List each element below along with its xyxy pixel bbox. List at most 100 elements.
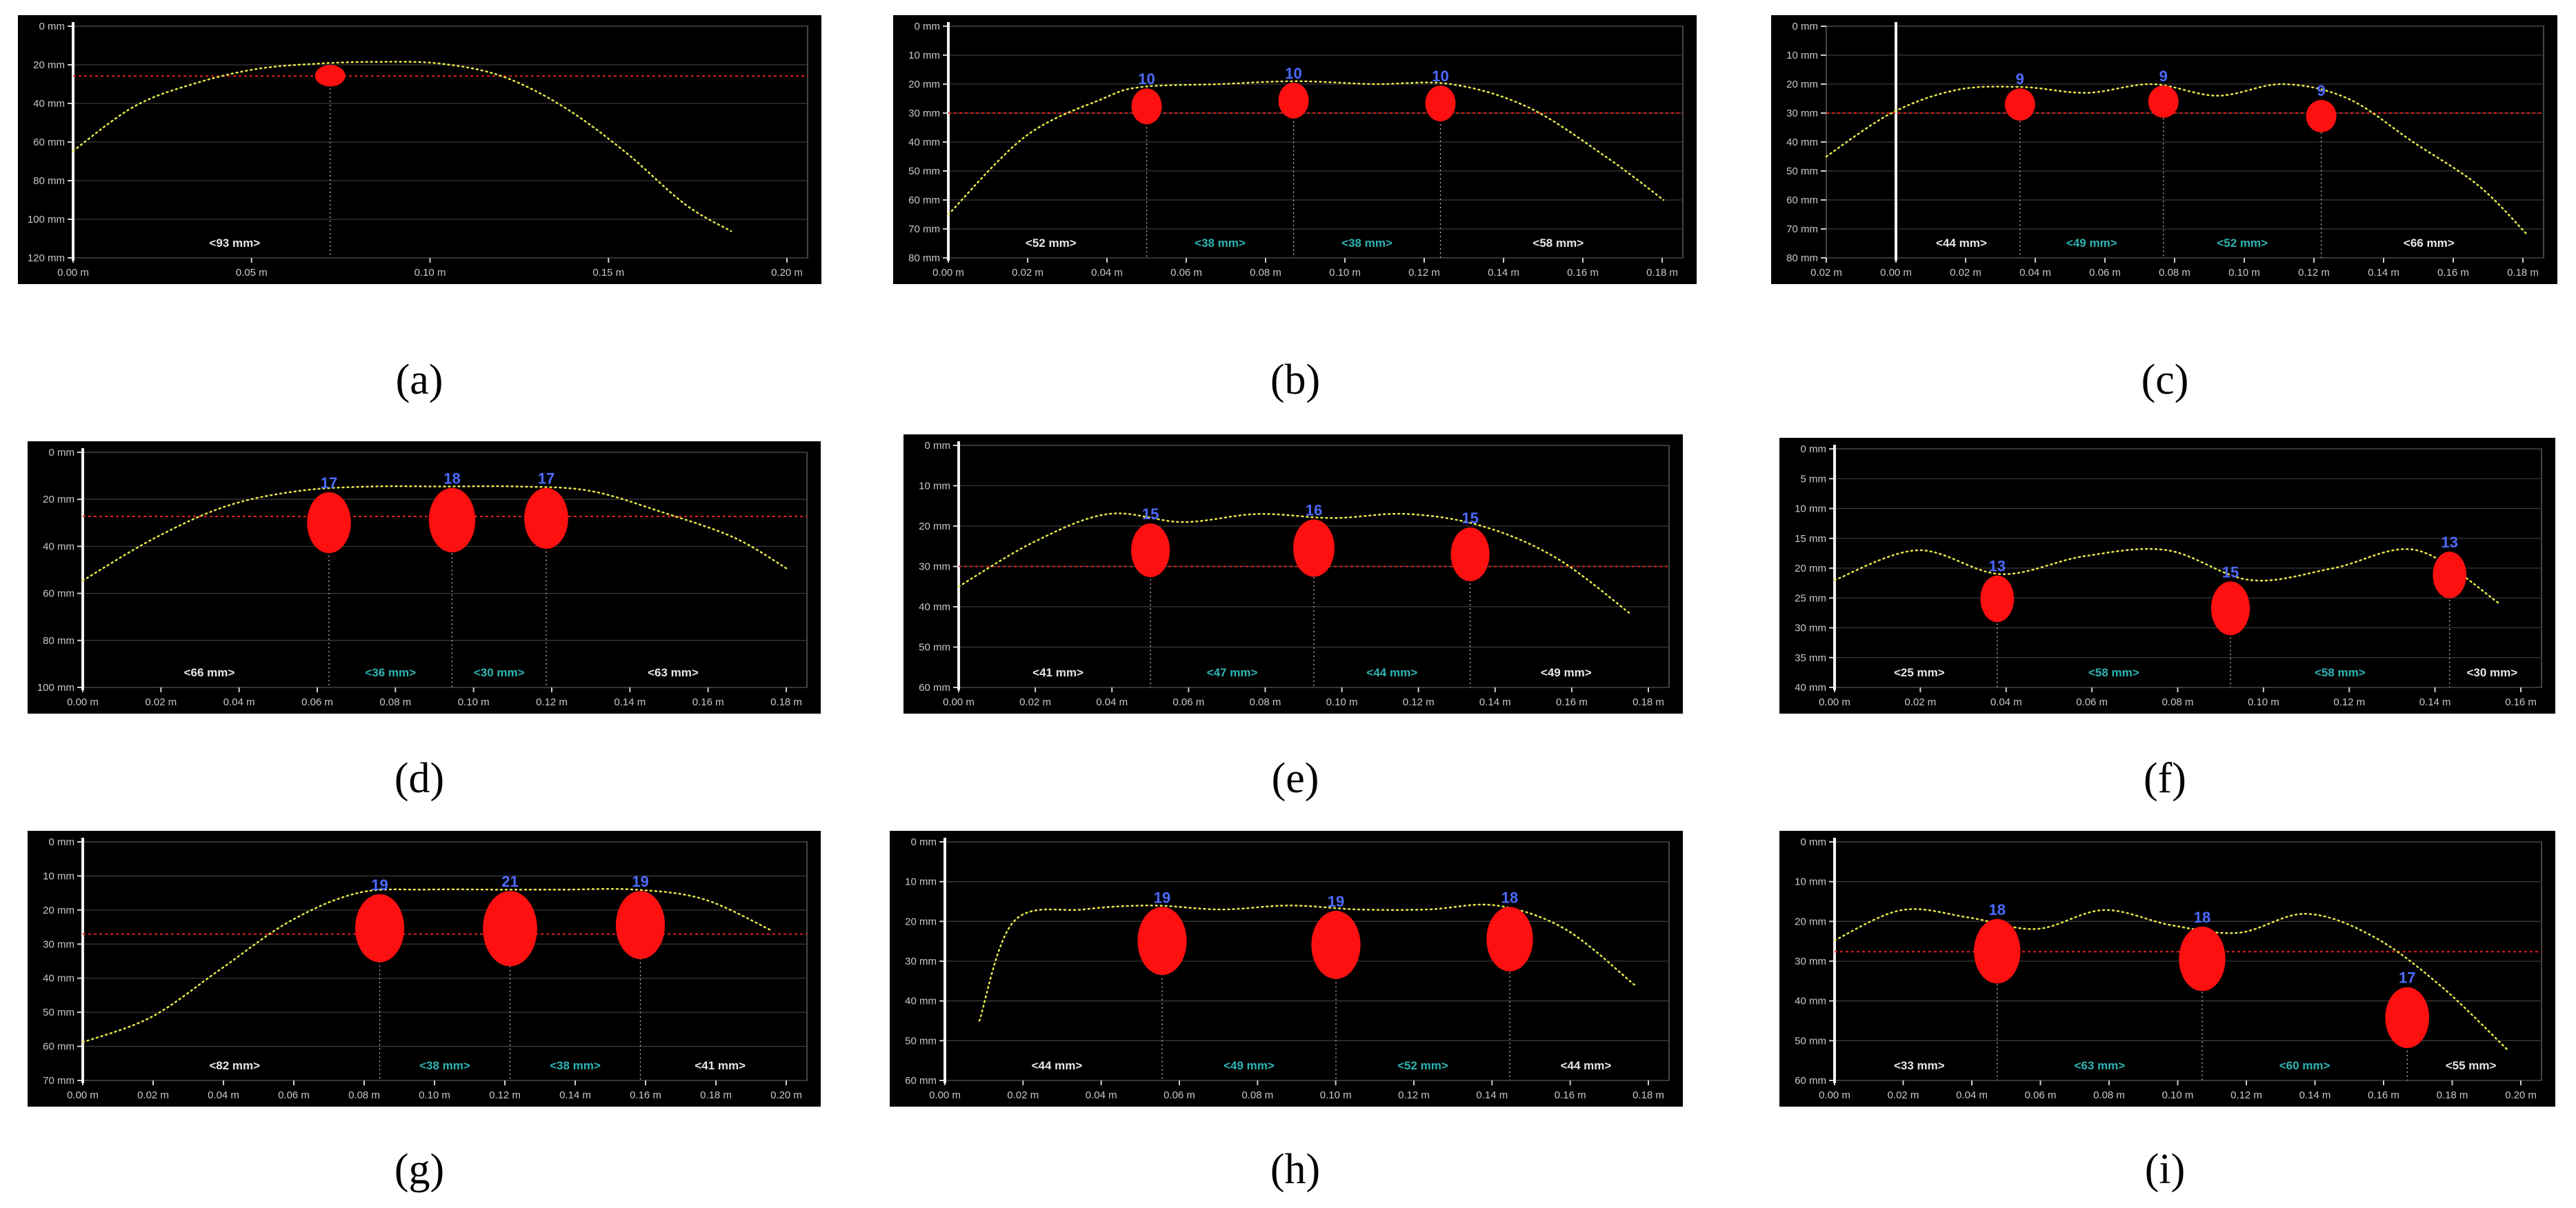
defect-ellipse bbox=[483, 891, 537, 967]
y-tick-label: 30 mm bbox=[908, 108, 940, 119]
y-tick-label: 60 mm bbox=[1795, 1075, 1826, 1087]
x-tick-label: 0.16 m bbox=[692, 696, 724, 708]
y-tick-label: 20 mm bbox=[33, 59, 65, 71]
y-tick-label: 40 mm bbox=[43, 541, 74, 552]
y-tick-label: 20 mm bbox=[905, 916, 937, 927]
x-tick-label: 0.10 m bbox=[1329, 267, 1361, 279]
x-tick-label: 0.00 m bbox=[67, 1089, 99, 1101]
x-tick-label: 0.18 m bbox=[1633, 1089, 1664, 1101]
x-tick-label: 0.08 m bbox=[1250, 267, 1281, 279]
x-tick-label: 0.16 m bbox=[2505, 696, 2537, 708]
defect-ellipse bbox=[1980, 575, 2015, 623]
chart-svg: 0 mm 10 mm 20 mm 30 mm 40 mm 50 mm 60 mm 70 mm 8… bbox=[1786, 21, 2544, 279]
defect-depth-label: 17 bbox=[2399, 969, 2415, 987]
y-tick-label: 60 mm bbox=[905, 1075, 937, 1087]
spacing-label: <52 mm> bbox=[2217, 236, 2268, 250]
spacing-label: <66 mm> bbox=[184, 666, 235, 679]
y-tick-label: 5 mm bbox=[1801, 473, 1827, 485]
y-tick-label: 0 mm bbox=[1801, 836, 1827, 848]
defect-depth-label: 21 bbox=[501, 873, 518, 890]
x-tick-label: 0.02 m bbox=[1007, 1089, 1039, 1101]
y-tick-label: 80 mm bbox=[33, 175, 65, 187]
x-tick-label: 0.05 m bbox=[236, 267, 268, 279]
defect-depth-label: 9 bbox=[2317, 82, 2325, 99]
y-tick-label: 15 mm bbox=[1795, 533, 1826, 545]
x-tick-label: 0.12 m bbox=[1403, 696, 1435, 708]
defect-ellipse bbox=[2210, 581, 2250, 636]
plot-frame bbox=[82, 841, 808, 1081]
defect-ellipse bbox=[1278, 82, 1309, 119]
spacing-label: <49 mm> bbox=[2066, 236, 2117, 250]
x-tick-label: 0.00 m bbox=[932, 267, 964, 279]
x-tick-label: 0.02 m bbox=[1888, 1089, 1919, 1101]
spacing-label: <25 mm> bbox=[1894, 666, 1945, 679]
defect-ellipse bbox=[1131, 523, 1170, 578]
x-tick-label: 0.10 m bbox=[415, 267, 446, 279]
y-tick-label: 40 mm bbox=[1795, 996, 1826, 1007]
x-tick-label: 0.06 m bbox=[2089, 267, 2121, 279]
spacing-label: <33 mm> bbox=[1894, 1059, 1945, 1072]
x-tick-label: 0.10 m bbox=[1320, 1089, 1352, 1101]
y-tick-label: 50 mm bbox=[43, 1007, 74, 1018]
chart-panel-b: 0 mm 10 mm 20 mm 30 mm 40 mm 50 mm 60 mm 70 mm 8… bbox=[893, 15, 1697, 284]
x-tick-label: 0.06 m bbox=[278, 1089, 310, 1101]
x-tick-label: 0.04 m bbox=[1956, 1089, 1988, 1101]
spacing-label: <55 mm> bbox=[2446, 1059, 2497, 1072]
x-tick-label: 0.12 m bbox=[1398, 1089, 1430, 1101]
spacing-label: <93 mm> bbox=[209, 236, 260, 250]
spacing-label: <82 mm> bbox=[209, 1059, 260, 1072]
x-tick-label: 0.06 m bbox=[1164, 1089, 1195, 1101]
x-tick-label: 0.02 m bbox=[1904, 696, 1936, 708]
spacing-label: <38 mm> bbox=[1341, 236, 1392, 250]
y-tick-label: 10 mm bbox=[919, 481, 950, 492]
y-tick-label: 50 mm bbox=[1795, 1035, 1826, 1047]
y-tick-label: 0 mm bbox=[49, 447, 75, 459]
y-tick-label: 30 mm bbox=[1786, 108, 1818, 119]
spacing-label: <41 mm> bbox=[1032, 666, 1084, 679]
chart-svg: 0 mm 10 mm 20 mm 30 mm 40 mm 50 mm 60 mm 0.00 m… bbox=[919, 440, 1670, 708]
x-tick-label: 0.06 m bbox=[2076, 696, 2108, 708]
spacing-label: <58 mm> bbox=[2088, 666, 2139, 679]
y-tick-label: 100 mm bbox=[37, 682, 74, 694]
x-tick-label: 0.08 m bbox=[2159, 267, 2190, 279]
y-tick-label: 60 mm bbox=[43, 588, 74, 600]
defect-ellipse bbox=[1486, 907, 1533, 972]
x-tick-label: 0.00 m bbox=[57, 267, 89, 279]
defect-ellipse bbox=[428, 487, 476, 553]
defect-ellipse bbox=[1131, 88, 1162, 125]
y-tick-label: 0 mm bbox=[39, 21, 66, 32]
chart-svg: 0 mm 20 mm 40 mm 60 mm 80 mm 100 mm 120 mm 0.00… bbox=[28, 21, 808, 279]
defect-depth-label: 10 bbox=[1138, 70, 1155, 88]
x-tick-label: 0.00 m bbox=[1819, 1089, 1850, 1101]
plot-frame bbox=[82, 452, 808, 688]
defect-depth-label: 9 bbox=[2159, 68, 2168, 85]
x-tick-label: 0.12 m bbox=[2230, 1089, 2262, 1101]
y-tick-label: 10 mm bbox=[1795, 876, 1826, 888]
spacing-label: <66 mm> bbox=[2404, 236, 2455, 250]
spacing-label: <58 mm> bbox=[1532, 236, 1584, 250]
y-tick-label: 0 mm bbox=[925, 440, 951, 452]
y-tick-label: 40 mm bbox=[1786, 137, 1818, 148]
x-tick-label: 0.16 m bbox=[1556, 696, 1588, 708]
defect-ellipse bbox=[1137, 907, 1187, 976]
surface-profile-line bbox=[81, 485, 790, 582]
defect-depth-label: 18 bbox=[1989, 901, 2006, 918]
spacing-label: <63 mm> bbox=[2075, 1059, 2126, 1072]
defect-depth-label: 15 bbox=[2222, 563, 2239, 581]
x-tick-label: 0.15 m bbox=[592, 267, 624, 279]
defect-ellipse bbox=[2004, 88, 2035, 121]
x-tick-label: 0.18 m bbox=[770, 696, 802, 708]
y-tick-label: 10 mm bbox=[1786, 50, 1818, 61]
x-tick-label: 0.02 m bbox=[1012, 267, 1044, 279]
chart-panel-c: 0 mm 10 mm 20 mm 30 mm 40 mm 50 mm 60 mm 70 mm 8… bbox=[1771, 15, 2557, 284]
y-tick-label: 20 mm bbox=[1786, 79, 1818, 90]
x-tick-label: 0.10 m bbox=[1326, 696, 1358, 708]
y-tick-label: 20 mm bbox=[1795, 916, 1826, 927]
defect-ellipse bbox=[2148, 85, 2179, 118]
defect-depth-label: 19 bbox=[1328, 893, 1344, 910]
y-tick-label: 50 mm bbox=[908, 165, 940, 177]
x-tick-label: 0.10 m bbox=[419, 1089, 450, 1101]
defect-ellipse bbox=[1293, 519, 1335, 577]
y-tick-label: 40 mm bbox=[1795, 682, 1826, 694]
spacing-label: <47 mm> bbox=[1207, 666, 1258, 679]
